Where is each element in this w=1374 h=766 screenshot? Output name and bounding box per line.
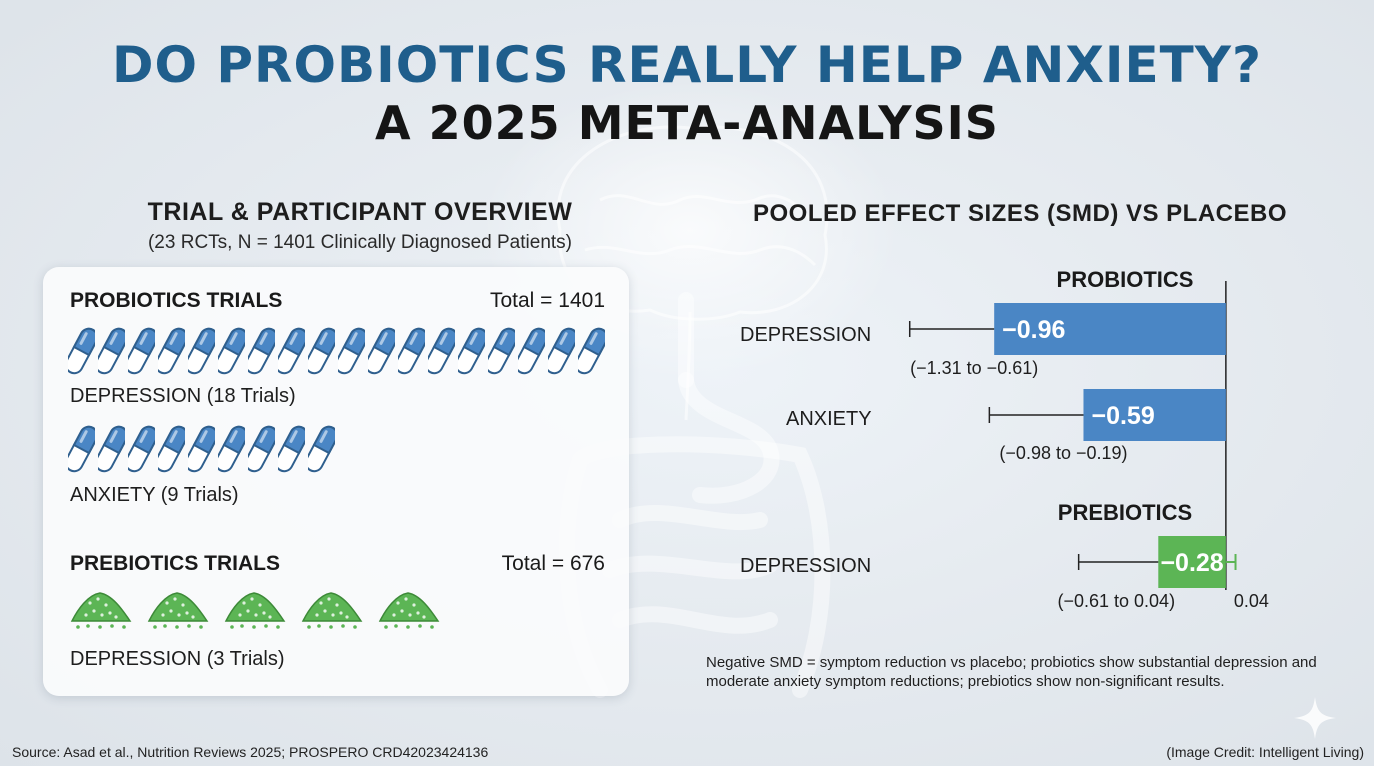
smd-value-label: −0.59 bbox=[1091, 402, 1154, 430]
capsule-icon bbox=[578, 327, 605, 375]
ci-label: (−0.61 to 0.04) bbox=[1057, 591, 1175, 611]
group-heading: PREBIOTICS bbox=[1058, 500, 1192, 525]
capsule-icon bbox=[278, 327, 305, 375]
capsule-icon bbox=[128, 425, 155, 473]
anxiety-capsule-row bbox=[68, 423, 335, 475]
capsule-icon bbox=[248, 327, 275, 375]
capsule-icon bbox=[158, 425, 185, 473]
depression-capsule-row bbox=[68, 325, 605, 377]
capsule-icon bbox=[278, 425, 305, 473]
probiotics-total: Total = 1401 bbox=[489, 289, 605, 312]
prebiotic-powder-row bbox=[70, 589, 440, 631]
capsule-icon bbox=[548, 327, 575, 375]
capsule-icon bbox=[218, 425, 245, 473]
powder-pile-icon bbox=[224, 592, 286, 629]
outcome-label: ANXIETY bbox=[786, 408, 872, 430]
sparkle-icon bbox=[1294, 697, 1336, 739]
footnote: Negative SMD = symptom reduction vs plac… bbox=[706, 654, 1317, 690]
capsule-icon bbox=[428, 327, 455, 375]
capsule-icon bbox=[308, 327, 335, 375]
main-subtitle: A 2025 META-ANALYSIS bbox=[375, 96, 999, 150]
outcome-label: DEPRESSION bbox=[740, 555, 871, 577]
capsule-icon bbox=[248, 425, 275, 473]
prebiotics-depression-label: DEPRESSION (3 Trials) bbox=[70, 648, 285, 670]
capsule-icon bbox=[128, 327, 155, 375]
capsule-icon bbox=[338, 327, 365, 375]
probiotics-depression-label: DEPRESSION (18 Trials) bbox=[70, 385, 296, 407]
capsule-icon bbox=[218, 327, 245, 375]
effect-bar bbox=[1083, 389, 1226, 441]
ci-upper-label: 0.04 bbox=[1234, 591, 1269, 611]
capsule-icon bbox=[518, 327, 545, 375]
powder-pile-icon bbox=[70, 592, 132, 629]
effect-bar bbox=[994, 303, 1226, 355]
effect-bar bbox=[1158, 536, 1226, 588]
forest-plot-title: POOLED EFFECT SIZES (SMD) VS PLACEBO bbox=[752, 200, 1288, 227]
capsule-icon bbox=[68, 327, 95, 375]
prebiotics-trials-heading: PREBIOTICS TRIALS bbox=[70, 552, 281, 575]
ci-label: (−1.31 to −0.61) bbox=[910, 358, 1038, 378]
ci-label: (−0.98 to −0.19) bbox=[999, 443, 1127, 463]
image-credit: (Image Credit: Intelligent Living) bbox=[1166, 744, 1364, 760]
capsule-icon bbox=[188, 327, 215, 375]
forest-plot: PROBIOTICS DEPRESSION −0.96 (−1.31 to −0.61… bbox=[740, 267, 1269, 611]
overview-heading: TRIAL & PARTICIPANT OVERVIEW bbox=[147, 198, 573, 226]
capsule-icon bbox=[308, 425, 335, 473]
trial-overview-panel: PROBIOTICS TRIALS Total = 1401 DEPRESSIO… bbox=[43, 267, 629, 696]
capsule-icon bbox=[68, 425, 95, 473]
powder-pile-icon bbox=[301, 592, 363, 629]
capsule-icon bbox=[398, 327, 425, 375]
group-heading: PROBIOTICS bbox=[1057, 267, 1194, 292]
prebiotics-total: Total = 676 bbox=[501, 552, 605, 575]
capsule-icon bbox=[458, 327, 485, 375]
smd-value-label: −0.96 bbox=[1002, 316, 1065, 344]
overview-subheading: (23 RCTs, N = 1401 Clinically Diagnosed … bbox=[147, 232, 572, 253]
outcome-label: DEPRESSION bbox=[740, 324, 871, 346]
powder-pile-icon bbox=[378, 592, 440, 629]
probiotics-anxiety-label: ANXIETY (9 Trials) bbox=[70, 484, 239, 506]
smd-value-label: −0.28 bbox=[1160, 549, 1223, 577]
capsule-icon bbox=[98, 327, 125, 375]
capsule-icon bbox=[98, 425, 125, 473]
capsule-icon bbox=[368, 327, 395, 375]
probiotics-trials-heading: PROBIOTICS TRIALS bbox=[70, 289, 283, 312]
main-title: DO PROBIOTICS REALLY HELP ANXIETY? bbox=[111, 36, 1262, 94]
source-citation: Source: Asad et al., Nutrition Reviews 2… bbox=[12, 744, 489, 760]
capsule-icon bbox=[488, 327, 515, 375]
capsule-icon bbox=[188, 425, 215, 473]
capsule-icon bbox=[158, 327, 185, 375]
powder-pile-icon bbox=[147, 592, 209, 629]
